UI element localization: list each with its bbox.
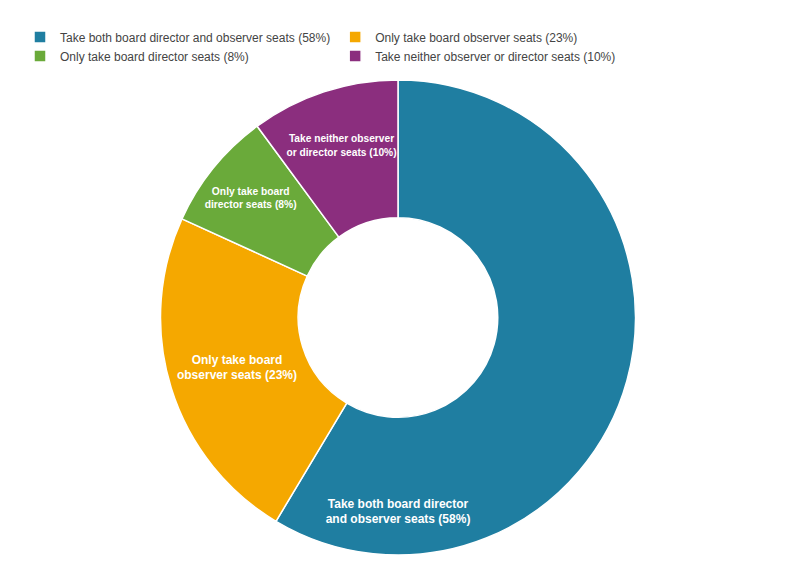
svg-text:Only take boarddirector seats: Only take boarddirector seats (8%) bbox=[205, 186, 297, 210]
svg-text:Only take board observer seats: Only take board observer seats (23%) bbox=[375, 31, 577, 45]
svg-text:Take both board directorand ob: Take both board directorand observer sea… bbox=[326, 497, 471, 527]
svg-text:Take neither observeror direct: Take neither observeror director seats (… bbox=[287, 133, 397, 157]
svg-text:Take both board director and o: Take both board director and observer se… bbox=[60, 31, 330, 45]
svg-text:Only take boardobserver seats: Only take boardobserver seats (23%) bbox=[177, 353, 297, 383]
svg-text:Only take board director seats: Only take board director seats (8%) bbox=[60, 50, 249, 64]
svg-text:Take neither observer or direc: Take neither observer or director seats … bbox=[375, 50, 615, 64]
